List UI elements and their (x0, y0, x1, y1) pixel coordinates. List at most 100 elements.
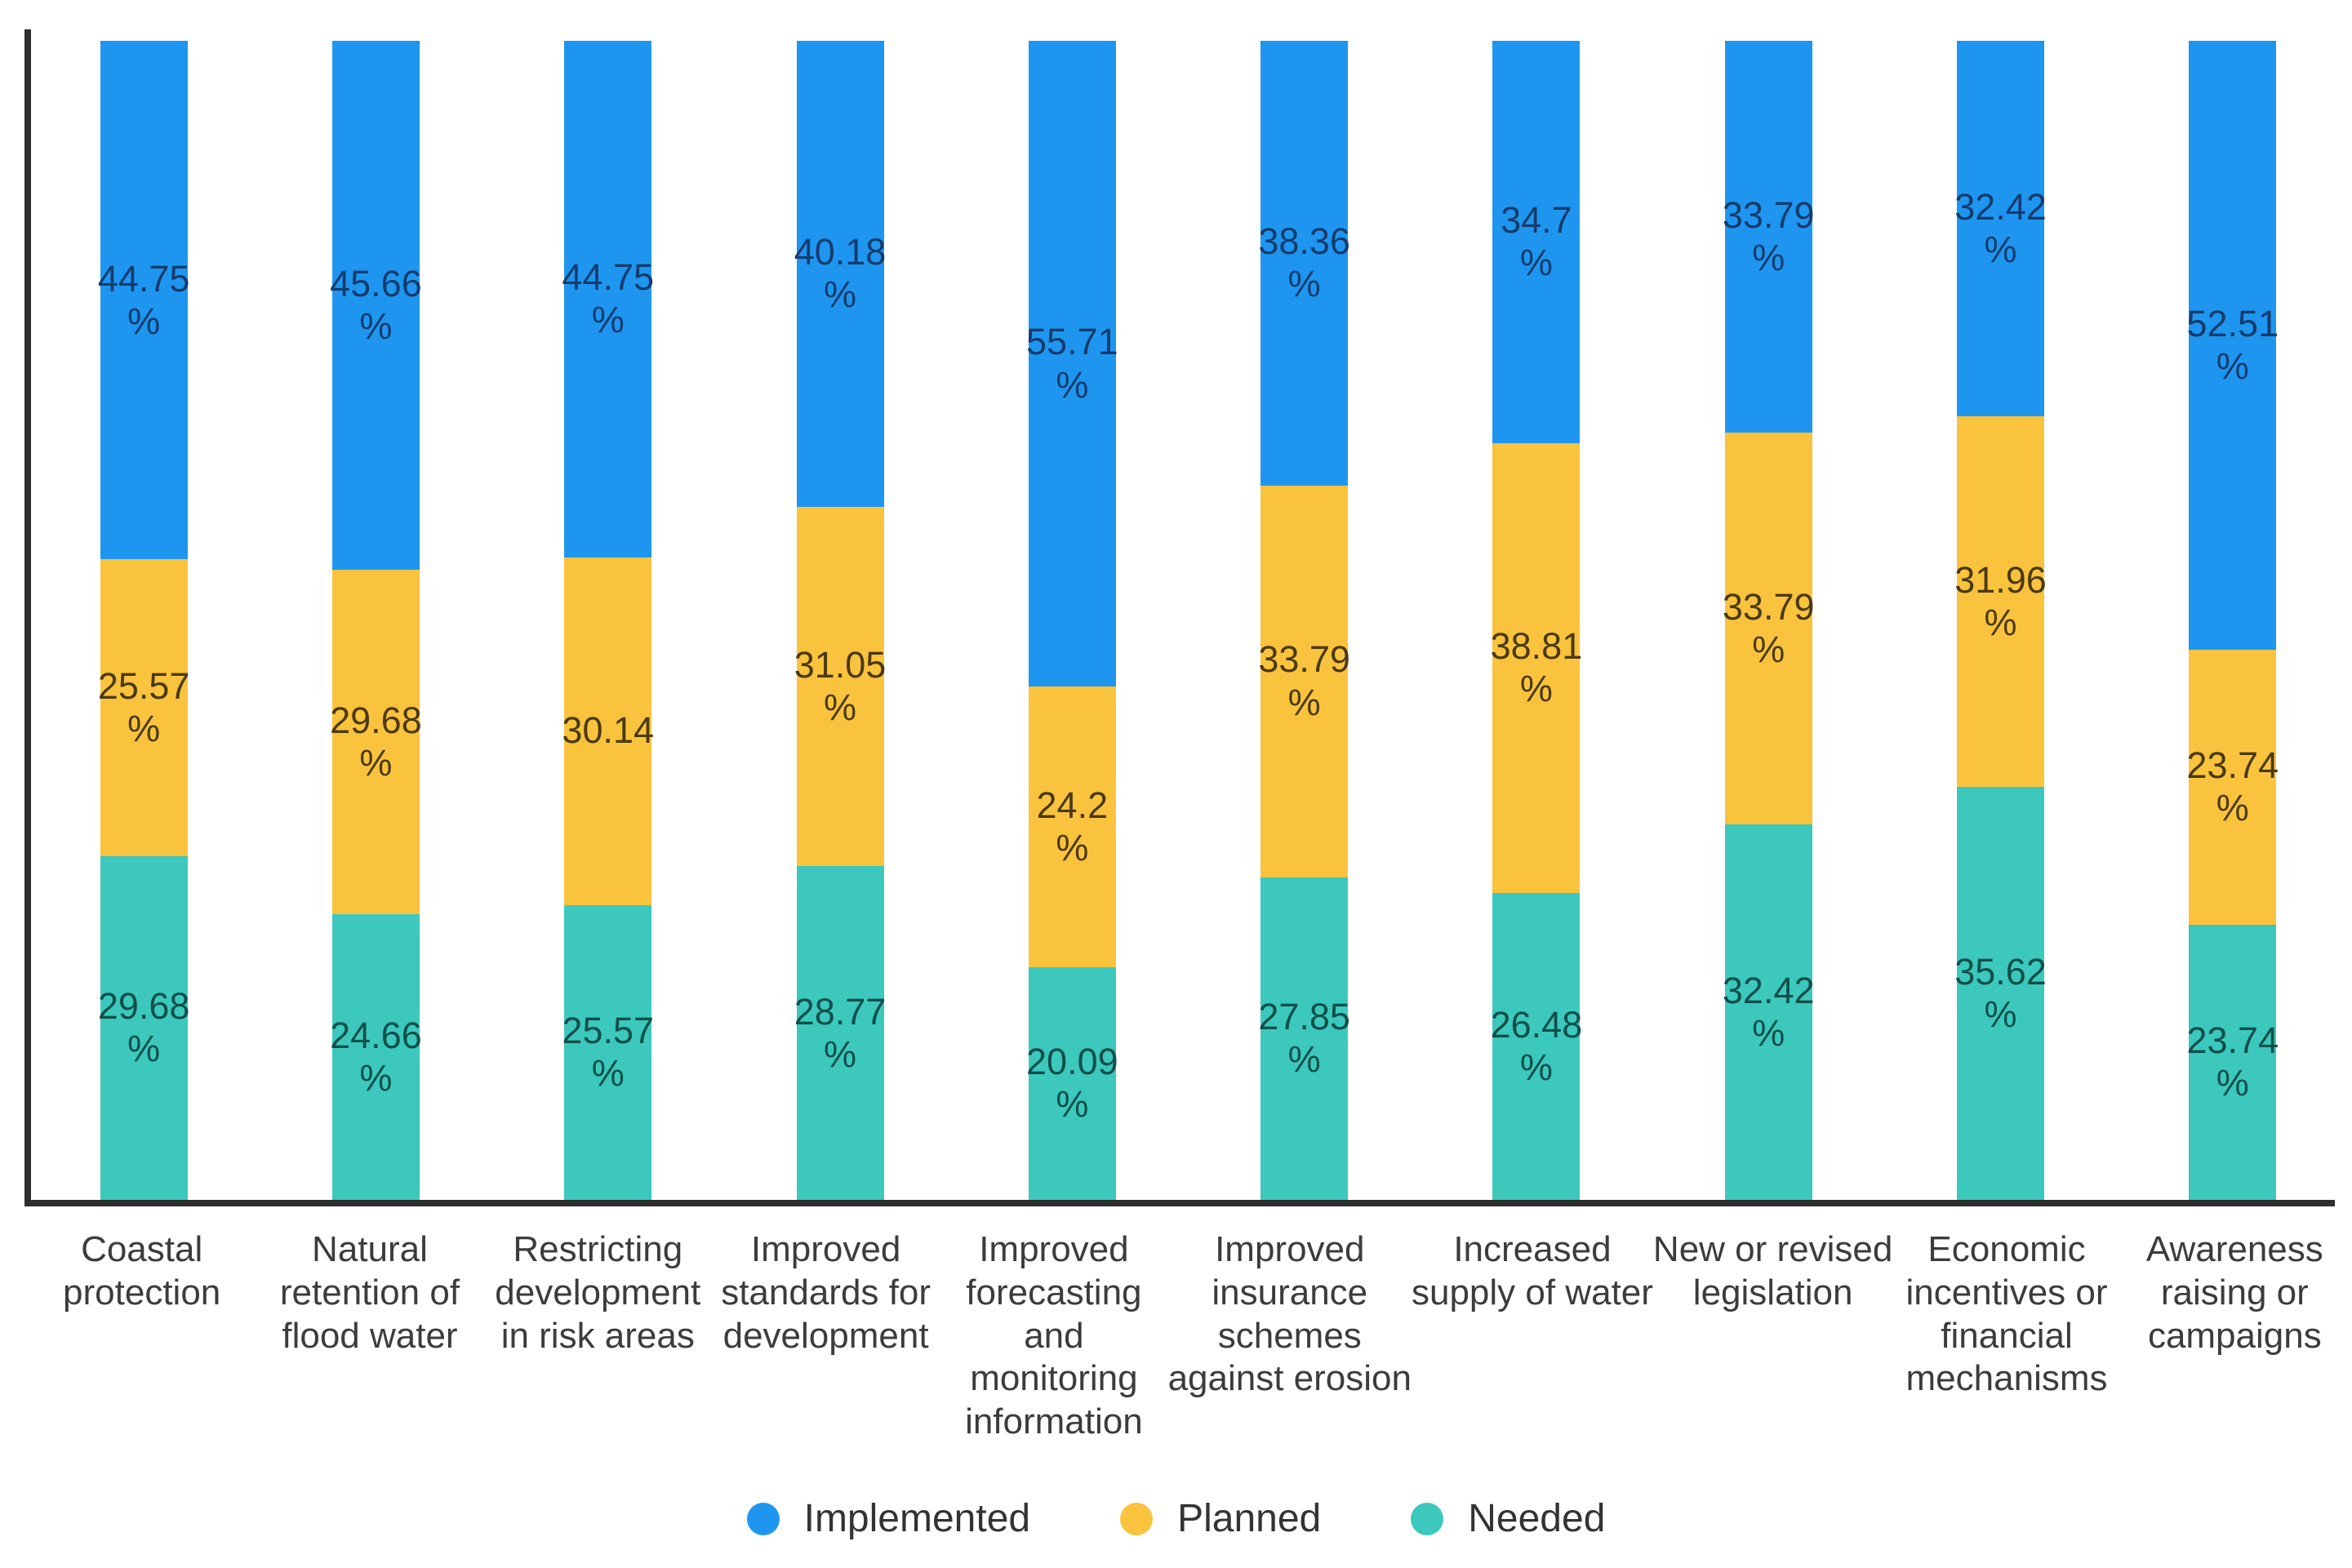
category-label-increased-supply-of-water: Increased supply of water (1411, 1229, 1653, 1313)
category-label-improved-insurance-schemes-against-erosion: Improved insurance schemes against erosion (1167, 1229, 1412, 1399)
segment-needed-restricting-development-in-risk-areas: 25.57% (562, 904, 655, 1200)
category-label-coastal-protection: Coastal protection (63, 1229, 221, 1313)
segment-implemented-improved-insurance-schemes-against-erosion: 38.36% (1258, 41, 1350, 486)
segment-implemented-increased-supply-of-water: 34.7% (1492, 41, 1581, 443)
category-label-restricting-development-in-risk-areas: Restricting development in risk areas (495, 1229, 701, 1356)
segment-implemented-coastal-protection: 44.75% (97, 41, 190, 560)
segment-implemented-natural-retention-of-flood-water: 45.66% (330, 41, 422, 571)
legend-swatch-needed-icon (1411, 1502, 1444, 1535)
category-labels-row: Coastal protection Natural retention of floo… (28, 1228, 2349, 1444)
legend-swatch-planned-icon (1120, 1502, 1154, 1535)
legend-item-implemented: Implemented (746, 1496, 1030, 1541)
value-label-planned-natural-retention-of-flood-water: 29.68% (330, 699, 422, 784)
segment-implemented-restricting-development-in-risk-areas: 44.75% (562, 41, 655, 557)
segment-needed-improved-forecasting-and-monitoring-information: 20.09% (1026, 966, 1118, 1200)
legend-label-needed: Needed (1468, 1497, 1606, 1540)
value-label-implemented-coastal-protection: 44.75% (97, 257, 190, 342)
value-label-needed-restricting-development-in-risk-areas: 25.57% (562, 1010, 655, 1095)
category-label-improved-forecasting-and-monitoring-information: Improved forecasting and monitoring informat… (965, 1229, 1143, 1442)
value-label-planned-improved-standards-for-development: 31.05% (794, 643, 887, 728)
segment-needed-natural-retention-of-flood-water: 24.66% (330, 913, 422, 1200)
category-label-awareness-raising-or-campaigns: Awareness raising or campaigns (2145, 1229, 2323, 1356)
value-label-planned-economic-incentives-or-financial-mechanisms: 31.96% (1954, 559, 2047, 644)
value-label-needed-natural-retention-of-flood-water: 24.66% (330, 1014, 422, 1099)
segment-needed-increased-supply-of-water: 26.48% (1490, 892, 1583, 1200)
legend-label-planned: Planned (1177, 1497, 1322, 1540)
value-label-planned-coastal-protection: 25.57% (97, 664, 190, 749)
stacked-bar-awareness-raising-or-campaigns: 52.51% 23.74% 23.74% (2186, 41, 2279, 1200)
legend-swatch-implemented-icon (746, 1502, 780, 1535)
segment-needed-awareness-raising-or-campaigns: 23.74% (2186, 924, 2279, 1200)
value-label-implemented-natural-retention-of-flood-water: 45.66% (330, 262, 422, 348)
stacked-bar-improved-insurance-schemes-against-erosion: 38.36% 33.79% 27.85% (1258, 41, 1350, 1200)
value-label-needed-increased-supply-of-water: 26.48% (1490, 1003, 1583, 1088)
value-label-needed-improved-standards-for-development: 28.77% (794, 990, 887, 1075)
category-label-new-or-revised-legislation: New or revised legislation (1652, 1229, 1893, 1313)
segment-planned-natural-retention-of-flood-water: 29.68% (330, 570, 422, 914)
segment-planned-improved-insurance-schemes-against-erosion: 33.79% (1258, 485, 1350, 877)
segment-planned-improved-forecasting-and-monitoring-information: 24.2% (1028, 686, 1116, 967)
segment-planned-awareness-raising-or-campaigns: 23.74% (2186, 649, 2279, 925)
bar-column-coastal-protection: 44.75% 25.57% 29.68% (28, 41, 260, 1200)
value-label-implemented-restricting-development-in-risk-areas: 44.75% (562, 256, 655, 341)
segment-implemented-economic-incentives-or-financial-mechanisms: 32.42% (1954, 41, 2047, 417)
value-label-needed-economic-incentives-or-financial-mechanisms: 35.62% (1954, 950, 2047, 1036)
category-label-improved-standards-for-development: Improved standards for development (721, 1229, 931, 1356)
category-label-economic-incentives-or-financial-mechanisms: Economic incentives or financial mechanisms (1905, 1229, 2108, 1399)
value-label-implemented-improved-insurance-schemes-against-erosion: 38.36% (1258, 220, 1350, 305)
value-label-needed-improved-forecasting-and-monitoring-information: 20.09% (1026, 1041, 1118, 1126)
stacked-bar-economic-incentives-or-financial-mechanisms: 32.42% 31.96% 35.62% (1954, 41, 2047, 1200)
value-label-needed-awareness-raising-or-campaigns: 23.74% (2186, 1019, 2279, 1104)
value-label-implemented-awareness-raising-or-campaigns: 52.51% (2186, 302, 2279, 387)
value-label-planned-improved-insurance-schemes-against-erosion: 33.79% (1258, 638, 1350, 723)
x-axis-line (24, 1200, 2335, 1206)
segment-implemented-new-or-revised-legislation: 33.79% (1722, 41, 1815, 433)
stacked-bar-natural-retention-of-flood-water: 45.66% 29.68% 24.66% (330, 41, 422, 1200)
bar-column-improved-forecasting-and-monitoring-information: 55.71% 24.2% 20.09% (956, 41, 1188, 1200)
y-axis-line (24, 29, 31, 1206)
bars-area: 44.75% 25.57% 29.68% 45.66% 29.68% 24.66% 44.7… (28, 41, 2349, 1200)
bar-column-improved-standards-for-development: 40.18% 31.05% 28.77% (724, 41, 956, 1200)
stacked-bar-restricting-development-in-risk-areas: 44.75% 30.14 25.57% (562, 41, 655, 1200)
value-label-implemented-increased-supply-of-water: 34.7% (1501, 199, 1572, 284)
category-label-natural-retention-of-flood-water: Natural retention of flood water (279, 1229, 460, 1356)
segment-needed-improved-standards-for-development: 28.77% (794, 866, 887, 1200)
bar-column-improved-insurance-schemes-against-erosion: 38.36% 33.79% 27.85% (1188, 41, 1420, 1200)
stacked-bar-coastal-protection: 44.75% 25.57% 29.68% (97, 41, 190, 1200)
segment-planned-increased-supply-of-water: 38.81% (1490, 442, 1583, 893)
stacked-bar-increased-supply-of-water: 34.7% 38.81% 26.48% (1490, 41, 1583, 1200)
value-label-implemented-economic-incentives-or-financial-mechanisms: 32.42% (1954, 185, 2047, 271)
segment-needed-improved-insurance-schemes-against-erosion: 27.85% (1258, 877, 1350, 1200)
segment-planned-economic-incentives-or-financial-mechanisms: 31.96% (1954, 416, 2047, 788)
segment-needed-economic-incentives-or-financial-mechanisms: 35.62% (1954, 787, 2047, 1200)
segment-planned-improved-standards-for-development: 31.05% (794, 506, 887, 867)
segment-needed-coastal-protection: 29.68% (97, 855, 190, 1200)
value-label-needed-improved-insurance-schemes-against-erosion: 27.85% (1258, 996, 1350, 1081)
value-label-planned-restricting-development-in-risk-areas: 30.14 (562, 709, 655, 752)
value-label-needed-coastal-protection: 29.68% (97, 985, 190, 1070)
segment-implemented-improved-forecasting-and-monitoring-information: 55.71% (1026, 41, 1118, 687)
value-label-implemented-improved-standards-for-development: 40.18% (794, 231, 887, 316)
value-label-planned-new-or-revised-legislation: 33.79% (1722, 585, 1815, 670)
value-label-implemented-improved-forecasting-and-monitoring-information: 55.71% (1026, 321, 1118, 406)
value-label-planned-awareness-raising-or-campaigns: 23.74% (2186, 744, 2279, 829)
segment-needed-new-or-revised-legislation: 32.42% (1722, 824, 1815, 1200)
segment-planned-coastal-protection: 25.57% (97, 559, 190, 856)
stacked-bar-new-or-revised-legislation: 33.79% 33.79% 32.42% (1722, 41, 1815, 1200)
segment-planned-restricting-development-in-risk-areas: 30.14 (562, 557, 655, 905)
segment-implemented-awareness-raising-or-campaigns: 52.51% (2186, 41, 2279, 650)
legend-item-needed: Needed (1411, 1496, 1605, 1541)
value-label-planned-improved-forecasting-and-monitoring-information: 24.2% (1036, 784, 1109, 868)
legend: Implemented Planned Needed (0, 1496, 2352, 1541)
value-label-needed-new-or-revised-legislation: 32.42% (1722, 969, 1815, 1054)
stacked-bar-improved-standards-for-development: 40.18% 31.05% 28.77% (794, 41, 887, 1200)
value-label-implemented-new-or-revised-legislation: 33.79% (1722, 193, 1815, 278)
bar-column-restricting-development-in-risk-areas: 44.75% 30.14 25.57% (492, 41, 724, 1200)
legend-item-planned: Planned (1120, 1496, 1321, 1541)
bar-column-new-or-revised-legislation: 33.79% 33.79% 32.42% (1652, 41, 1884, 1200)
bar-column-increased-supply-of-water: 34.7% 38.81% 26.48% (1421, 41, 1652, 1200)
segment-implemented-improved-standards-for-development: 40.18% (794, 41, 887, 507)
value-label-planned-increased-supply-of-water: 38.81% (1490, 625, 1583, 710)
stacked-bar-improved-forecasting-and-monitoring-information: 55.71% 24.2% 20.09% (1026, 41, 1118, 1200)
